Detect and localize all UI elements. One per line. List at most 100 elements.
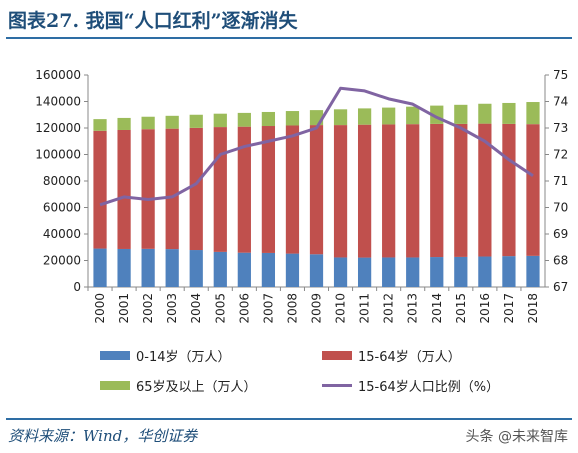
- bar-segment-series-1: [333, 125, 348, 258]
- bar-segment-series-2: [478, 103, 492, 124]
- y-left-tick-label: 140000: [35, 95, 81, 109]
- bar-segment-series-2: [526, 102, 540, 125]
- legend-label-ratio: 15-64岁人口比例（%）: [358, 380, 500, 395]
- x-tick-label: 2012: [382, 293, 396, 324]
- legend-swatch-65plus: [100, 381, 130, 390]
- bar-segment-series-2: [357, 108, 372, 125]
- bar-segment-series-1: [406, 124, 420, 258]
- legend-swatch-ratio: [322, 384, 352, 387]
- x-tick-label: 2001: [117, 293, 131, 324]
- bar-segment-series-2: [165, 115, 179, 129]
- x-tick-label: 2010: [334, 293, 348, 324]
- bars-group: [93, 102, 540, 287]
- bar-segment-series-0: [237, 252, 251, 287]
- bar-segment-series-0: [141, 248, 155, 287]
- x-tick-label: 2017: [502, 293, 516, 324]
- bar-segment-series-0: [382, 257, 396, 287]
- bar-segment-series-2: [189, 114, 203, 128]
- y-left-tick-label: 80000: [43, 174, 81, 188]
- y-left-tick-label: 60000: [43, 201, 81, 215]
- y-left-tick-label: 0: [73, 280, 81, 294]
- y-right-tick-label: 74: [553, 95, 568, 109]
- legend-item-ratio: 15-64岁人口比例（%）: [322, 376, 499, 395]
- x-tick-label: 2008: [285, 293, 299, 324]
- y-right-tick-label: 71: [553, 174, 568, 188]
- y-right-tick-label: 72: [553, 148, 568, 162]
- bar-segment-series-1: [309, 125, 324, 255]
- x-tick-label: 2013: [406, 293, 420, 324]
- y-right-tick-label: 73: [553, 121, 568, 135]
- x-tick-label: 2004: [189, 293, 203, 324]
- bar-segment-series-0: [478, 256, 492, 287]
- bar-segment-series-2: [93, 119, 107, 131]
- bar-segment-series-2: [333, 109, 348, 126]
- chart-axes: 0 20000 40000 60000 80000 100000 120000 140000 1…: [35, 68, 568, 324]
- bar-segment-series-1: [237, 126, 251, 253]
- bar-segment-series-0: [526, 255, 540, 287]
- y-right-tick-label: 69: [553, 227, 568, 241]
- legend-swatch-0-14: [100, 351, 130, 360]
- y-left-tick-label: 160000: [35, 68, 81, 82]
- bar-segment-series-1: [261, 126, 276, 253]
- y-left-tick-label: 120000: [35, 121, 81, 135]
- bar-segment-series-0: [454, 256, 468, 287]
- x-tick-label: 2015: [454, 293, 468, 324]
- bar-segment-series-2: [382, 107, 396, 125]
- bar-segment-series-0: [357, 257, 372, 287]
- bar-segment-series-2: [285, 111, 300, 126]
- bar-segment-series-0: [285, 253, 300, 287]
- x-tick-label: 2003: [165, 293, 179, 324]
- bar-segment-series-1: [502, 123, 516, 257]
- x-tick-label: 2018: [526, 293, 540, 324]
- bar-segment-series-0: [213, 251, 227, 287]
- legend-label-0-14: 0-14岁（万人）: [136, 350, 231, 365]
- x-tick-label: 2009: [310, 293, 324, 324]
- bar-segment-series-0: [165, 249, 179, 287]
- legend-item-15-64: 15-64岁（万人）: [322, 346, 461, 365]
- y-left-tick-label: 100000: [35, 148, 81, 162]
- x-tick-label: 2005: [213, 293, 227, 324]
- x-tick-label: 2011: [358, 293, 372, 324]
- bar-segment-series-1: [430, 123, 444, 258]
- x-tick-label: 2007: [261, 293, 275, 324]
- source-note: 资料来源：Wind，华创证券: [8, 427, 198, 445]
- bar-segment-series-2: [141, 116, 155, 130]
- x-tick-label: 2000: [93, 293, 107, 324]
- bar-segment-series-2: [261, 111, 276, 127]
- footer-divider: [6, 418, 572, 420]
- bar-segment-series-2: [237, 112, 251, 127]
- y-right-tick-label: 75: [553, 68, 568, 82]
- x-tick-label: 2014: [430, 293, 444, 324]
- y-right-tick-label: 67: [553, 280, 568, 294]
- bar-segment-series-1: [478, 123, 492, 257]
- bar-segment-series-1: [285, 125, 300, 254]
- bar-segment-series-1: [213, 127, 227, 252]
- bar-segment-series-2: [502, 102, 516, 124]
- chart-title: 图表27. 我国“人口红利”逐渐消失: [8, 10, 298, 32]
- legend-label-15-64: 15-64岁（万人）: [358, 350, 461, 365]
- legend-item-65plus: 65岁及以上（万人）: [100, 376, 257, 395]
- bar-segment-series-1: [454, 123, 468, 257]
- bar-segment-series-2: [406, 106, 420, 125]
- bar-segment-series-0: [117, 248, 131, 287]
- bar-segment-series-0: [333, 257, 348, 287]
- bar-segment-series-1: [382, 124, 396, 258]
- ratio-line: [99, 86, 534, 207]
- ratio-line-group: [99, 86, 534, 207]
- y-left-tick-label: 40000: [43, 227, 81, 241]
- bar-segment-series-1: [357, 124, 372, 258]
- bar-segment-series-0: [502, 256, 516, 287]
- bar-segment-series-0: [189, 250, 203, 287]
- bar-segment-series-1: [189, 127, 203, 251]
- bar-segment-series-2: [213, 113, 227, 128]
- bar-segment-series-0: [430, 257, 444, 287]
- y-right-tick-label: 68: [553, 254, 568, 268]
- legend-swatch-15-64: [322, 351, 352, 360]
- bar-segment-series-2: [117, 117, 131, 130]
- bar-segment-series-0: [309, 254, 324, 287]
- legend-item-0-14: 0-14岁（万人）: [100, 346, 231, 365]
- x-tick-label: 2006: [237, 293, 251, 324]
- x-tick-label: 2002: [141, 293, 155, 324]
- watermark-text: 头条 @未来智库: [465, 429, 568, 445]
